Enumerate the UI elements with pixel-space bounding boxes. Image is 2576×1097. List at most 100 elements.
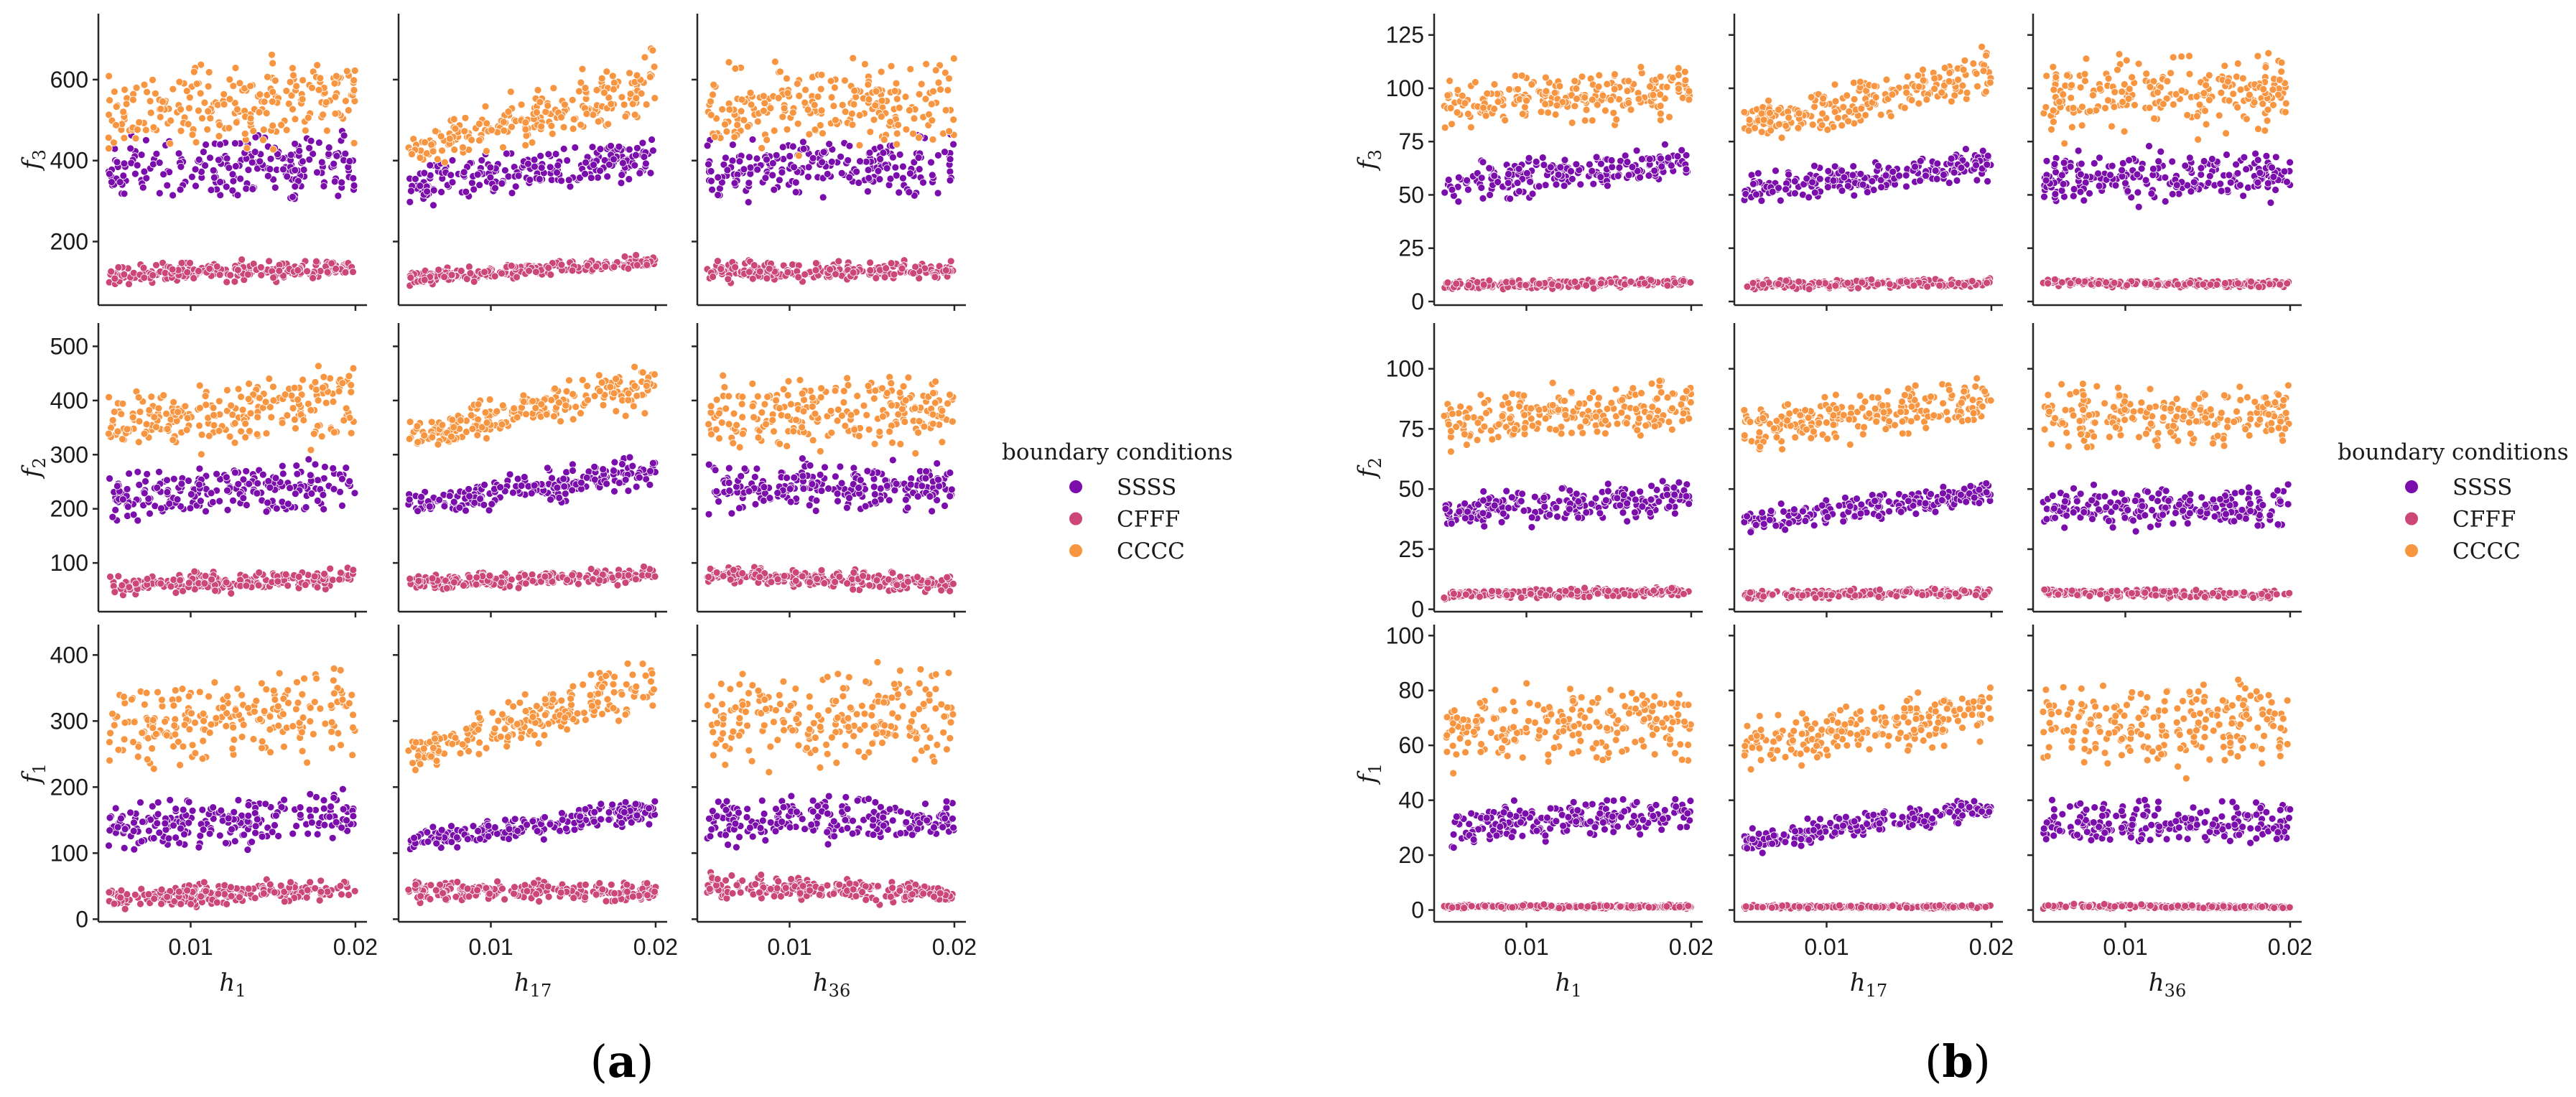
- point-CCCC: [233, 684, 242, 693]
- point-SSSS: [293, 470, 302, 478]
- point-CCCC: [855, 141, 864, 149]
- point-CCCC: [612, 375, 620, 383]
- point-SSSS: [244, 801, 253, 809]
- point-SSSS: [135, 481, 144, 489]
- point-CCCC: [725, 420, 733, 429]
- point-CCCC: [241, 433, 250, 442]
- point-CFFF: [440, 273, 449, 281]
- point-CCCC: [582, 110, 591, 118]
- point-SSSS: [843, 503, 851, 512]
- point-CCCC: [112, 121, 120, 129]
- point-CCCC: [870, 440, 879, 448]
- point-SSSS: [597, 815, 605, 823]
- point-CCCC: [286, 78, 294, 86]
- point-SSSS: [345, 477, 354, 485]
- y-axis-label: f3: [17, 149, 50, 172]
- point-SSSS: [287, 151, 295, 159]
- point-SSSS: [582, 474, 591, 482]
- point-CFFF: [140, 274, 149, 282]
- point-CCCC: [246, 82, 255, 90]
- point-SSSS: [437, 826, 446, 834]
- point-CCCC: [578, 65, 587, 73]
- point-CCCC: [223, 386, 231, 394]
- point-SSSS: [514, 172, 523, 180]
- point-CCCC: [183, 414, 192, 422]
- point-CFFF: [306, 878, 315, 887]
- point-SSSS: [517, 482, 526, 490]
- point-SSSS: [334, 192, 343, 200]
- point-CFFF: [125, 280, 133, 289]
- point-CCCC: [717, 419, 726, 426]
- point-CFFF: [320, 570, 329, 578]
- point-CCCC: [746, 88, 755, 97]
- point-SSSS: [913, 493, 922, 500]
- point-SSSS: [799, 138, 807, 146]
- point-SSSS: [216, 178, 225, 186]
- point-CCCC: [241, 129, 249, 138]
- point-CFFF: [120, 270, 129, 279]
- point-SSSS: [597, 800, 605, 808]
- point-SSSS: [895, 188, 903, 197]
- point-SSSS: [761, 174, 770, 182]
- point-CCCC: [557, 417, 564, 426]
- point-SSSS: [642, 159, 650, 168]
- point-CCCC: [848, 109, 856, 118]
- point-CCCC: [879, 412, 887, 421]
- point-SSSS: [502, 149, 511, 158]
- point-CFFF: [532, 268, 540, 276]
- y-tick-label: 200: [50, 496, 88, 522]
- point-CFFF: [255, 569, 264, 576]
- point-SSSS: [651, 797, 659, 806]
- point-CFFF: [820, 579, 829, 587]
- point-CCCC: [642, 101, 651, 108]
- point-SSSS: [306, 790, 315, 798]
- point-SSSS: [864, 187, 872, 196]
- point-CCCC: [212, 714, 220, 722]
- point-SSSS: [531, 162, 539, 171]
- point-CCCC: [805, 130, 814, 139]
- point-CCCC: [528, 139, 536, 146]
- point-CCCC: [565, 376, 573, 385]
- point-SSSS: [107, 178, 116, 187]
- point-CCCC: [816, 447, 824, 455]
- point-SSSS: [901, 495, 910, 504]
- point-CFFF: [640, 562, 648, 571]
- point-SSSS: [941, 502, 949, 510]
- point-SSSS: [562, 824, 570, 833]
- point-CFFF: [114, 572, 123, 580]
- point-CCCC: [133, 126, 141, 134]
- point-CFFF: [738, 569, 747, 577]
- point-SSSS: [118, 495, 127, 503]
- point-CCCC: [314, 396, 322, 405]
- point-CCCC: [321, 719, 330, 728]
- point-CFFF: [767, 578, 776, 587]
- point-CFFF: [185, 579, 193, 587]
- point-SSSS: [157, 504, 165, 513]
- point-CCCC: [338, 379, 347, 387]
- point-SSSS: [417, 493, 425, 501]
- point-CCCC: [200, 98, 209, 107]
- point-CCCC: [929, 87, 937, 95]
- series-SSSS: [406, 136, 657, 210]
- point-SSSS: [216, 191, 225, 200]
- point-CCCC: [269, 383, 277, 391]
- point-SSSS: [646, 480, 654, 489]
- point-SSSS: [504, 172, 513, 181]
- point-SSSS: [278, 462, 287, 470]
- point-SSSS: [564, 176, 573, 185]
- point-CFFF: [186, 258, 194, 267]
- point-SSSS: [559, 144, 568, 153]
- point-SSSS: [242, 501, 251, 509]
- point-CFFF: [943, 573, 952, 582]
- point-CCCC: [347, 388, 355, 396]
- point-SSSS: [876, 485, 885, 493]
- point-SSSS: [185, 477, 192, 485]
- point-CFFF: [909, 269, 918, 278]
- point-SSSS: [229, 496, 237, 505]
- point-CFFF: [873, 576, 881, 584]
- point-CCCC: [740, 116, 748, 124]
- point-CFFF: [880, 273, 889, 281]
- point-SSSS: [946, 155, 954, 164]
- point-CCCC: [223, 692, 232, 701]
- point-SSSS: [856, 476, 865, 484]
